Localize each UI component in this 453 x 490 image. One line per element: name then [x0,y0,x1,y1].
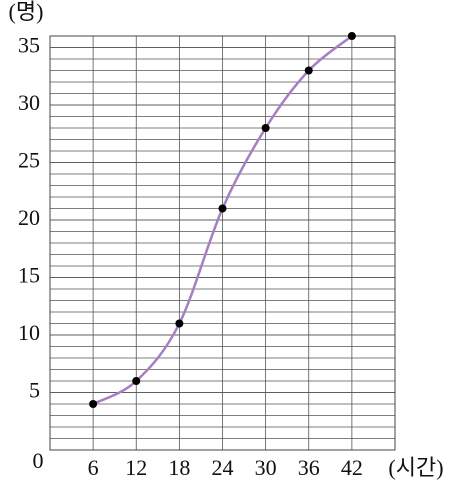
point [218,204,227,213]
origin-label: 0 [33,448,44,473]
point [347,32,356,40]
x-tick-label: 42 [341,455,363,480]
point [132,377,141,385]
y-tick-label: 15 [18,263,40,288]
x-tick-label: 24 [212,455,234,480]
plot-frame [49,35,396,451]
point [304,66,313,75]
y-axis-label: (명) [9,0,44,24]
point [89,400,98,408]
point [261,124,270,132]
x-tick-label: 30 [255,455,277,480]
x-tick-label: 6 [88,455,99,480]
x-tick-label: 36 [298,455,320,480]
y-tick-label: 25 [18,148,40,173]
y-tick-label: 20 [18,205,40,230]
x-tick-label: 18 [168,455,190,480]
y-tick-label: 10 [18,320,40,345]
y-tick-label: 5 [29,378,40,403]
x-tick-label: 12 [125,455,147,480]
y-tick-label: 35 [18,33,40,58]
y-tick-label: 30 [18,90,40,115]
x-axis-label: (시간) [388,455,443,480]
point [175,319,184,328]
